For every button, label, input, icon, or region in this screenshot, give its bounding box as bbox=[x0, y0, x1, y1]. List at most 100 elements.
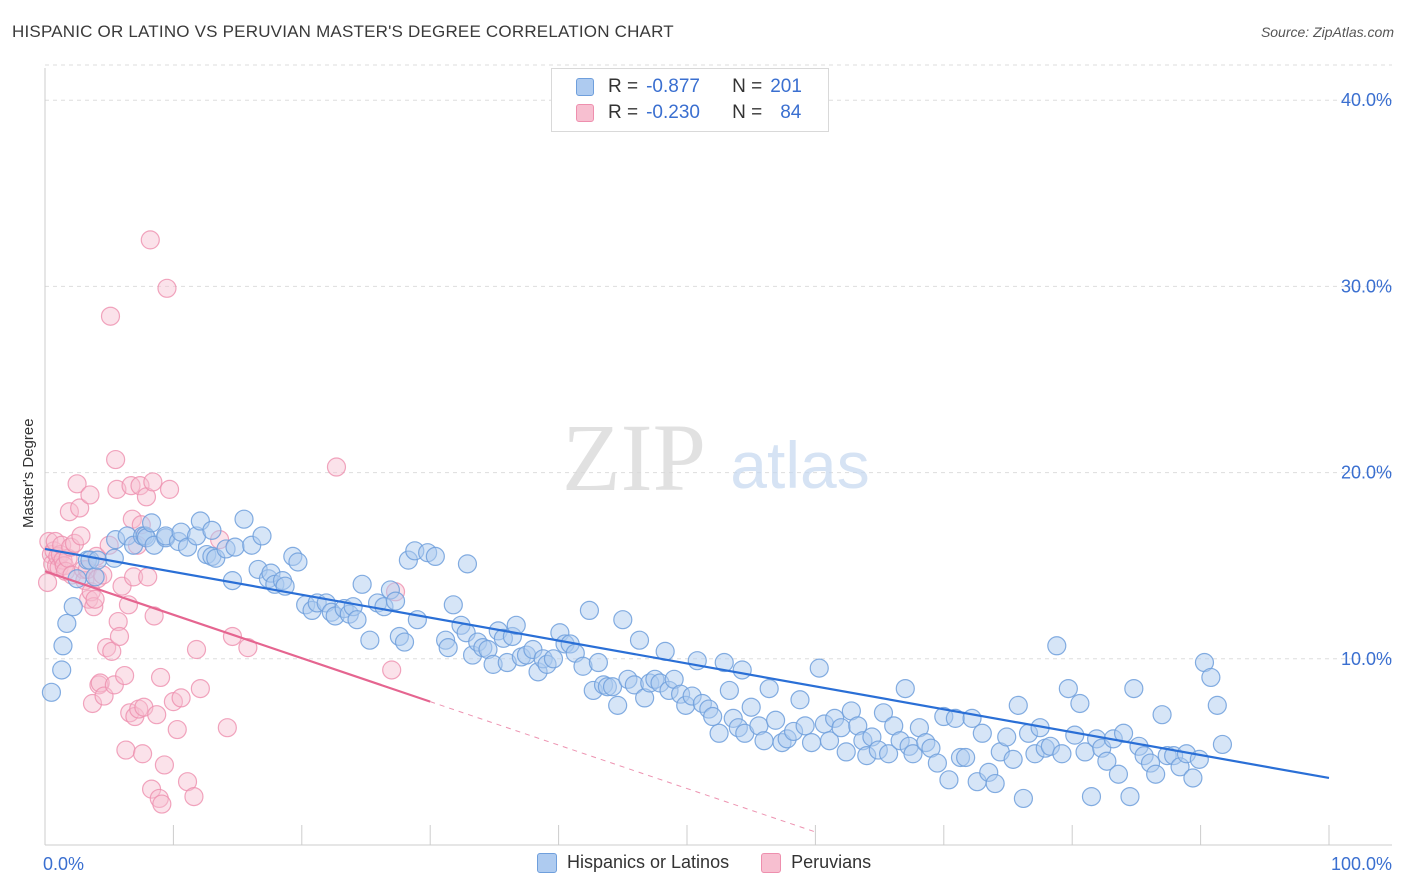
peruvian-point bbox=[108, 611, 128, 632]
peruvian-point bbox=[70, 498, 90, 518]
hispanic-point bbox=[1065, 725, 1085, 745]
hispanic-point bbox=[288, 552, 308, 572]
peruvian-point bbox=[116, 740, 136, 760]
hispanic-point bbox=[819, 731, 840, 751]
tick-labels: 10.0% 20.0% 30.0% 40.0% 0.0% 100.0% bbox=[43, 90, 1392, 874]
peruvians-trend-line bbox=[44, 570, 431, 703]
hispanic-point bbox=[836, 742, 856, 762]
legend-r-label: R = bbox=[608, 102, 639, 123]
peruvians-trend-extension bbox=[430, 701, 816, 833]
hispanic-point bbox=[608, 695, 628, 715]
hispanic-point bbox=[225, 537, 245, 557]
legend-row-hispanics: R = -0.877 N = 201 bbox=[552, 74, 802, 100]
legend-swatch-pink bbox=[761, 852, 782, 873]
hispanic-point bbox=[985, 773, 1005, 794]
hispanic-point bbox=[801, 732, 822, 753]
hispanic-point bbox=[741, 697, 761, 717]
hispanic-point bbox=[1152, 705, 1172, 725]
hispanic-point bbox=[252, 526, 272, 546]
legend-n-value: 84 bbox=[780, 102, 802, 123]
hispanic-point bbox=[1183, 768, 1203, 788]
hispanic-point bbox=[347, 610, 367, 630]
peruvian-point bbox=[115, 665, 135, 686]
series-legend: Hispanics or Latinos Peruvians bbox=[537, 852, 903, 873]
y-tick-label: 40.0% bbox=[1341, 90, 1392, 110]
hispanic-point bbox=[234, 509, 254, 529]
hispanic-point bbox=[972, 723, 992, 743]
hispanic-point bbox=[759, 678, 779, 699]
hispanic-point bbox=[831, 718, 851, 738]
hispanics-points bbox=[41, 509, 1233, 809]
hispanic-point bbox=[443, 595, 463, 615]
peruvian-point bbox=[85, 589, 105, 609]
legend-label-peruvians: Peruvians bbox=[791, 852, 872, 872]
hispanic-point bbox=[795, 716, 815, 736]
peruvian-point bbox=[138, 567, 158, 587]
hispanic-point bbox=[1070, 693, 1090, 714]
watermark-zip: ZIP bbox=[562, 404, 706, 511]
peruvian-point bbox=[59, 502, 79, 522]
hispanic-point bbox=[997, 727, 1017, 747]
hispanic-point bbox=[579, 600, 600, 621]
peruvian-point bbox=[97, 638, 117, 658]
hispanic-point bbox=[1201, 667, 1221, 688]
peruvian-point bbox=[132, 744, 153, 764]
hispanic-point bbox=[543, 649, 564, 669]
peruvian-point bbox=[80, 485, 100, 505]
hispanic-point bbox=[1008, 695, 1028, 715]
legend-item-peruvians[interactable]: Peruvians bbox=[761, 852, 871, 873]
hispanics-trend-line bbox=[44, 547, 1330, 780]
peruvians-points bbox=[37, 230, 406, 814]
hispanic-point bbox=[1124, 678, 1144, 699]
chart-title: HISPANIC OR LATINO VS PERUVIAN MASTER'S … bbox=[12, 22, 674, 41]
hispanic-point bbox=[506, 615, 526, 635]
legend-item-hispanics[interactable]: Hispanics or Latinos bbox=[537, 852, 729, 873]
peruvian-point bbox=[152, 794, 172, 814]
hispanic-point bbox=[425, 546, 445, 567]
peruvian-point bbox=[186, 639, 207, 660]
hispanic-point bbox=[956, 747, 976, 768]
peruvian-point bbox=[102, 641, 122, 661]
legend-label-hispanics: Hispanics or Latinos bbox=[567, 852, 730, 872]
peruvian-point bbox=[71, 526, 91, 546]
legend-swatch-blue bbox=[537, 852, 557, 873]
hispanic-point bbox=[53, 636, 73, 656]
legend-n-label: N = bbox=[732, 76, 763, 97]
hispanic-point bbox=[719, 680, 739, 701]
hispanic-point bbox=[63, 597, 83, 617]
hispanic-point bbox=[613, 610, 633, 630]
legend-r-value: -0.877 bbox=[646, 76, 700, 97]
hispanic-point bbox=[1207, 695, 1227, 715]
x-tick-label: 0.0% bbox=[43, 854, 84, 874]
hispanic-point bbox=[352, 574, 372, 594]
peruvian-point bbox=[84, 597, 104, 617]
hispanic-point bbox=[41, 682, 62, 702]
peruvian-point bbox=[107, 479, 127, 499]
hispanic-point bbox=[903, 744, 923, 764]
legend-r-label: R = bbox=[608, 76, 639, 97]
hispanic-point bbox=[873, 703, 894, 723]
hispanic-point bbox=[1058, 678, 1078, 699]
hispanic-point bbox=[939, 770, 959, 790]
legend-row-peruvians: R = -0.230 N = 84 bbox=[552, 100, 801, 126]
y-tick-label: 30.0% bbox=[1341, 276, 1392, 296]
hispanic-point bbox=[895, 678, 915, 699]
y-tick-label: 10.0% bbox=[1341, 649, 1392, 669]
hispanic-point bbox=[457, 554, 478, 574]
hispanic-point bbox=[85, 567, 105, 587]
peruvian-point bbox=[144, 606, 164, 626]
peruvian-point bbox=[382, 660, 402, 680]
hispanic-point bbox=[588, 652, 609, 673]
hispanic-point bbox=[703, 706, 723, 727]
peruvian-point bbox=[147, 705, 167, 725]
peruvian-point bbox=[326, 457, 347, 477]
hispanic-point bbox=[754, 731, 774, 751]
peruvian-point bbox=[82, 693, 103, 714]
hispanic-point bbox=[394, 632, 415, 652]
hispanic-point bbox=[709, 723, 729, 743]
peruvian-point bbox=[171, 688, 191, 708]
peruvian-point bbox=[217, 718, 237, 738]
hispanic-point bbox=[732, 660, 752, 680]
peruvian-point bbox=[143, 472, 163, 492]
